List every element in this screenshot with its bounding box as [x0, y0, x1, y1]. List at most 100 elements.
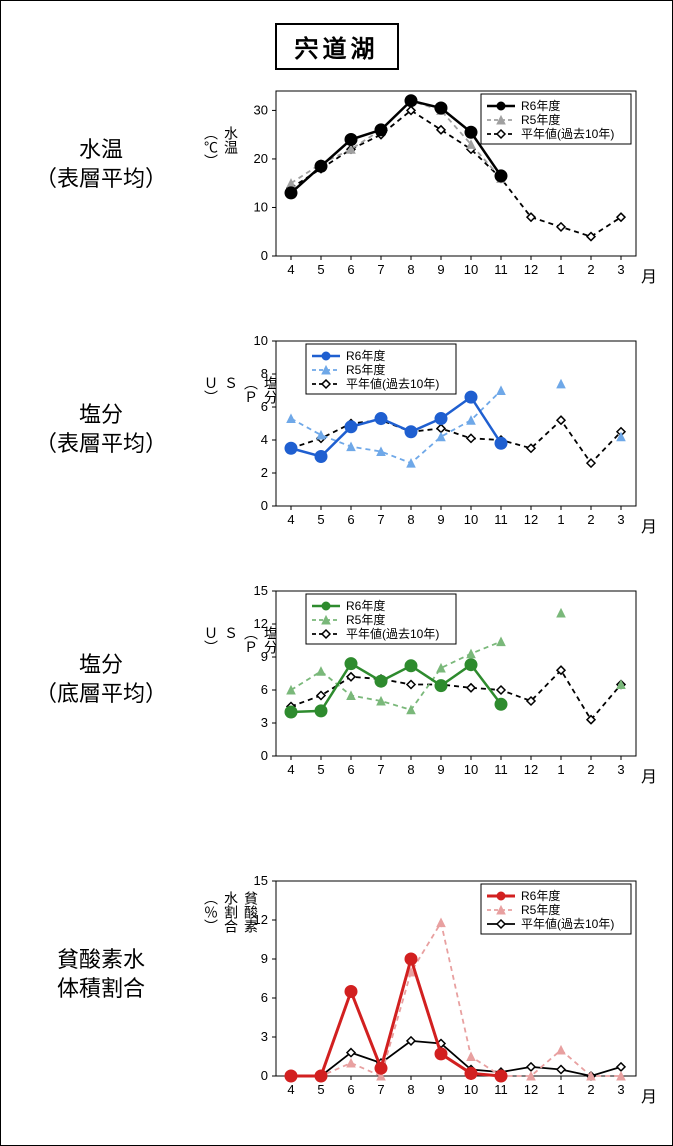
- svg-text:15: 15: [254, 873, 268, 888]
- svg-text:1: 1: [557, 1082, 564, 1097]
- svg-text:1: 1: [557, 262, 564, 277]
- row-label-line2: 体積割合: [57, 976, 145, 1001]
- svg-text:3: 3: [261, 715, 268, 730]
- svg-text:0: 0: [261, 498, 268, 513]
- svg-text:4: 4: [287, 762, 294, 777]
- svg-text:R5年度: R5年度: [346, 362, 385, 377]
- svg-text:8: 8: [261, 366, 268, 381]
- svg-text:0: 0: [261, 748, 268, 763]
- svg-text:R6年度: R6年度: [521, 98, 560, 113]
- svg-text:R5年度: R5年度: [521, 112, 560, 127]
- row-label-line1: 貧酸素水: [57, 947, 145, 972]
- svg-text:6: 6: [261, 682, 268, 697]
- svg-text:R6年度: R6年度: [346, 598, 385, 613]
- svg-text:6: 6: [347, 512, 354, 527]
- svg-text:12: 12: [254, 912, 268, 927]
- svg-text:0: 0: [261, 248, 268, 263]
- svg-text:1: 1: [557, 512, 564, 527]
- page-title: 宍道湖: [275, 23, 399, 70]
- svg-text:20: 20: [254, 151, 268, 166]
- svg-text:3: 3: [617, 762, 624, 777]
- svg-text:12: 12: [254, 616, 268, 631]
- svg-text:3: 3: [617, 262, 624, 277]
- svg-text:9: 9: [437, 512, 444, 527]
- svg-text:3: 3: [261, 1029, 268, 1044]
- svg-text:6: 6: [261, 990, 268, 1005]
- y-axis-label: 水温（℃）: [201, 126, 241, 168]
- svg-text:9: 9: [437, 1082, 444, 1097]
- svg-text:8: 8: [407, 1082, 414, 1097]
- svg-text:7: 7: [377, 262, 384, 277]
- svg-text:30: 30: [254, 102, 268, 117]
- svg-text:2: 2: [587, 762, 594, 777]
- svg-text:7: 7: [377, 512, 384, 527]
- svg-text:12: 12: [524, 762, 538, 777]
- x-axis-unit: 月: [641, 763, 657, 787]
- row-label: 貧酸素水体積割合: [21, 946, 181, 1003]
- svg-text:R5年度: R5年度: [346, 612, 385, 627]
- row-label-line2: （底層平均）: [35, 681, 167, 706]
- svg-text:R6年度: R6年度: [521, 888, 560, 903]
- row-label-line1: 水温: [79, 137, 123, 162]
- svg-text:11: 11: [494, 262, 508, 277]
- svg-text:12: 12: [524, 1082, 538, 1097]
- svg-text:6: 6: [347, 262, 354, 277]
- svg-text:5: 5: [317, 1082, 324, 1097]
- svg-text:平年値(過去10年): 平年値(過去10年): [346, 376, 439, 391]
- svg-text:7: 7: [377, 762, 384, 777]
- svg-text:10: 10: [464, 262, 478, 277]
- svg-text:平年値(過去10年): 平年値(過去10年): [521, 916, 614, 931]
- svg-text:1: 1: [557, 762, 564, 777]
- svg-text:平年値(過去10年): 平年値(過去10年): [521, 126, 614, 141]
- svg-text:8: 8: [407, 262, 414, 277]
- svg-text:4: 4: [287, 1082, 294, 1097]
- svg-text:2: 2: [587, 262, 594, 277]
- svg-text:9: 9: [261, 649, 268, 664]
- svg-text:10: 10: [464, 1082, 478, 1097]
- svg-text:2: 2: [261, 465, 268, 480]
- svg-text:R6年度: R6年度: [346, 348, 385, 363]
- x-axis-unit: 月: [641, 1083, 657, 1107]
- svg-text:10: 10: [254, 199, 268, 214]
- svg-text:4: 4: [287, 512, 294, 527]
- row-label: 塩分（底層平均）: [21, 651, 181, 708]
- svg-text:5: 5: [317, 512, 324, 527]
- svg-text:R5年度: R5年度: [521, 902, 560, 917]
- svg-text:12: 12: [524, 262, 538, 277]
- svg-text:11: 11: [494, 762, 508, 777]
- chart-plot: 0246810456789101112123R6年度R5年度平年値(過去10年): [236, 331, 646, 531]
- svg-text:10: 10: [254, 333, 268, 348]
- row-label: 塩分（表層平均）: [21, 401, 181, 458]
- svg-text:6: 6: [261, 399, 268, 414]
- svg-text:4: 4: [287, 262, 294, 277]
- svg-text:平年値(過去10年): 平年値(過去10年): [346, 626, 439, 641]
- chart-plot: 03691215456789101112123R6年度R5年度平年値(過去10年…: [236, 871, 646, 1101]
- svg-text:5: 5: [317, 262, 324, 277]
- svg-text:4: 4: [261, 432, 268, 447]
- svg-text:15: 15: [254, 583, 268, 598]
- row-label-line2: （表層平均）: [35, 431, 167, 456]
- svg-text:9: 9: [437, 762, 444, 777]
- svg-text:8: 8: [407, 762, 414, 777]
- svg-text:6: 6: [347, 762, 354, 777]
- svg-text:5: 5: [317, 762, 324, 777]
- svg-text:7: 7: [377, 1082, 384, 1097]
- svg-text:6: 6: [347, 1082, 354, 1097]
- row-label: 水温 （表層平均）: [21, 136, 181, 193]
- svg-text:3: 3: [617, 512, 624, 527]
- row-label-line2: （表層平均）: [35, 166, 167, 191]
- svg-text:12: 12: [524, 512, 538, 527]
- svg-text:9: 9: [261, 951, 268, 966]
- svg-text:11: 11: [494, 1082, 508, 1097]
- svg-text:3: 3: [617, 1082, 624, 1097]
- x-axis-unit: 月: [641, 513, 657, 537]
- svg-text:2: 2: [587, 512, 594, 527]
- svg-text:11: 11: [494, 512, 508, 527]
- svg-text:10: 10: [464, 512, 478, 527]
- page-root: 宍道湖 水温（表層平均）水温（℃）0102030456789101112123R…: [0, 0, 673, 1146]
- svg-text:9: 9: [437, 262, 444, 277]
- svg-text:0: 0: [261, 1068, 268, 1083]
- svg-text:8: 8: [407, 512, 414, 527]
- svg-text:10: 10: [464, 762, 478, 777]
- chart-plot: 0102030456789101112123R6年度R5年度平年値(過去10年): [236, 81, 646, 281]
